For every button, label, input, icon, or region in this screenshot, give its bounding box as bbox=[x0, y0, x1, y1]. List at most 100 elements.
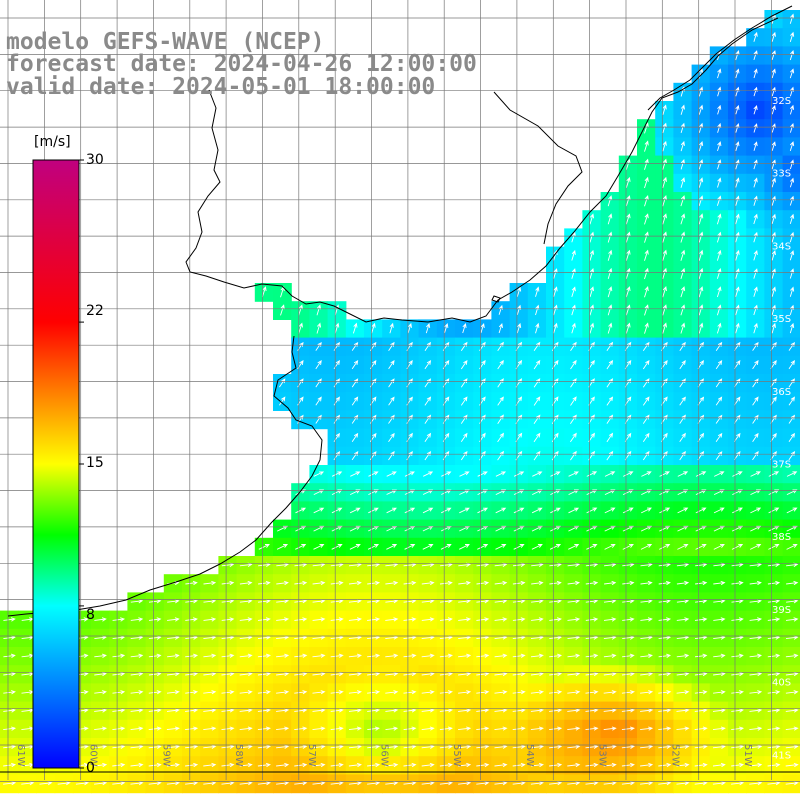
wind-arrow bbox=[715, 432, 723, 442]
wind-arrow bbox=[716, 304, 722, 316]
wind-arrow bbox=[644, 267, 649, 280]
wind-arrow bbox=[789, 322, 795, 334]
wind-arrow bbox=[785, 762, 799, 768]
wind-arrow bbox=[367, 781, 381, 786]
wind-arrow bbox=[753, 159, 758, 170]
latitude-label: 32S bbox=[772, 96, 791, 107]
wind-arrow bbox=[257, 762, 271, 768]
wind-arrow bbox=[349, 544, 361, 550]
wind-arrow bbox=[148, 690, 162, 695]
wind-arrow bbox=[680, 140, 685, 152]
wind-arrow bbox=[585, 726, 599, 731]
wind-arrow bbox=[753, 50, 758, 61]
wind-arrow bbox=[789, 86, 795, 97]
wind-arrow bbox=[221, 744, 235, 749]
wind-arrow bbox=[716, 322, 722, 334]
wind-arrow bbox=[494, 744, 508, 749]
wind-arrow bbox=[622, 653, 635, 658]
wind-arrow bbox=[257, 781, 271, 786]
longitude-label: 61W bbox=[15, 744, 26, 767]
wind-arrow bbox=[533, 396, 541, 406]
wind-arrow bbox=[130, 744, 144, 749]
wind-arrow bbox=[494, 653, 508, 658]
wind-arrow bbox=[717, 86, 722, 97]
wind-arrow bbox=[403, 690, 417, 695]
wind-arrow bbox=[698, 195, 704, 207]
wind-arrow bbox=[788, 360, 795, 370]
wind-arrow bbox=[717, 141, 722, 152]
wind-arrow bbox=[698, 159, 704, 170]
wind-arrow bbox=[771, 50, 776, 61]
wind-arrow bbox=[458, 726, 472, 731]
wind-arrow bbox=[767, 580, 781, 586]
wind-arrow bbox=[607, 267, 613, 280]
wind-arrow bbox=[550, 507, 561, 514]
wind-arrow bbox=[640, 726, 654, 731]
wind-arrow bbox=[749, 762, 763, 768]
wind-arrow bbox=[604, 471, 616, 477]
wind-arrow bbox=[567, 781, 581, 786]
wind-arrow bbox=[753, 250, 758, 261]
wind-arrow bbox=[203, 653, 217, 658]
wind-arrow bbox=[348, 580, 362, 586]
wind-arrow bbox=[789, 213, 795, 225]
island bbox=[491, 295, 501, 303]
wind-arrow bbox=[585, 781, 599, 786]
wind-arrow bbox=[313, 507, 325, 514]
wind-arrow bbox=[295, 507, 307, 514]
wind-arrow bbox=[439, 580, 453, 586]
wind-arrow bbox=[148, 726, 162, 731]
wind-arrow bbox=[549, 690, 563, 695]
wind-arrow bbox=[3, 708, 16, 713]
wind-arrow bbox=[644, 176, 649, 189]
wind-arrow bbox=[239, 671, 253, 677]
wind-arrow bbox=[553, 304, 558, 316]
wind-arrow bbox=[767, 781, 781, 786]
wind-arrow bbox=[476, 580, 490, 586]
wind-arrow bbox=[351, 360, 359, 370]
wind-arrow bbox=[458, 580, 471, 586]
wind-arrow bbox=[606, 359, 614, 370]
wind-arrow bbox=[221, 671, 235, 677]
wind-arrow bbox=[731, 744, 745, 749]
wind-arrow bbox=[623, 471, 634, 477]
wind-arrow bbox=[221, 781, 235, 786]
wind-arrow bbox=[421, 617, 435, 622]
wind-arrow bbox=[530, 690, 544, 695]
wind-arrow bbox=[348, 726, 362, 731]
wind-arrow bbox=[294, 690, 308, 695]
wind-arrow bbox=[257, 726, 271, 731]
wind-arrow bbox=[294, 617, 308, 622]
wind-arrow bbox=[276, 781, 290, 786]
longitude-label: 51W bbox=[742, 744, 753, 767]
wind-arrow bbox=[641, 471, 652, 477]
wind-arrow bbox=[494, 690, 508, 695]
wind-arrow bbox=[330, 726, 344, 731]
wind-arrow bbox=[767, 653, 781, 658]
wind-arrow bbox=[716, 213, 722, 225]
longitude-label: 59W bbox=[160, 744, 171, 767]
wind-arrow bbox=[221, 726, 235, 731]
wind-arrow bbox=[185, 671, 199, 677]
wind-arrow bbox=[642, 359, 650, 370]
wind-arrow bbox=[644, 213, 649, 225]
wind-arrow bbox=[658, 762, 672, 768]
wind-arrow bbox=[753, 213, 758, 225]
wind-arrow bbox=[203, 617, 217, 622]
wind-arrow bbox=[659, 543, 671, 550]
wind-arrow bbox=[735, 213, 740, 225]
wind-arrow bbox=[604, 580, 617, 586]
wind-arrow bbox=[348, 671, 362, 677]
wind-arrow bbox=[768, 471, 780, 477]
wind-arrow bbox=[403, 671, 417, 677]
wind-arrow bbox=[498, 304, 503, 315]
wind-arrow bbox=[789, 141, 795, 152]
wind-arrow bbox=[677, 507, 689, 514]
wind-arrow bbox=[239, 690, 253, 695]
colorbar-tick-15: 15 bbox=[86, 455, 104, 471]
wind-arrow bbox=[203, 580, 217, 586]
wind-arrow bbox=[516, 322, 522, 334]
wind-arrow bbox=[789, 195, 795, 206]
wind-arrow bbox=[571, 286, 576, 298]
wind-arrow bbox=[94, 762, 108, 768]
